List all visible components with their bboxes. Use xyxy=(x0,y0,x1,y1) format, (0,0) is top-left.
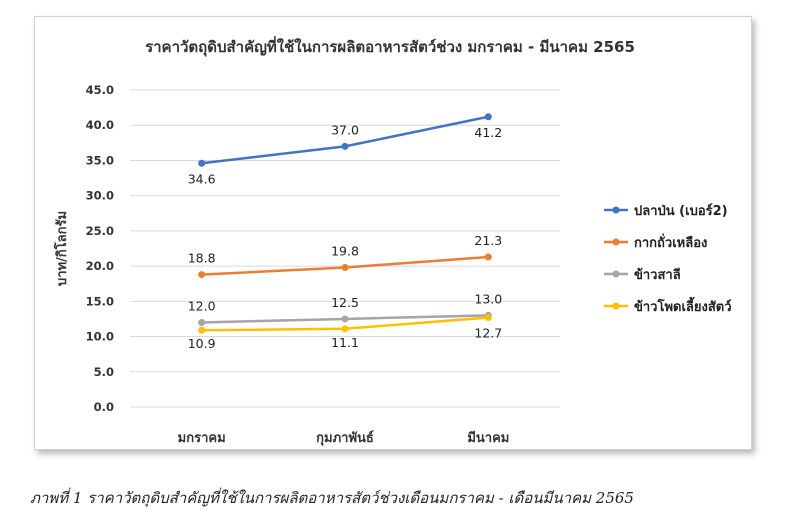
data-point xyxy=(484,113,492,121)
figure-caption: ภาพที่ 1 ราคาวัตถุดิบสำคัญที่ใช้ในการผลิ… xyxy=(30,489,634,507)
data-point xyxy=(341,142,349,150)
data-label: 11.1 xyxy=(331,335,359,350)
y-axis-label: บาท/กิโลกรัม xyxy=(53,211,70,286)
legend-label: ข้าวสาลี xyxy=(634,267,681,283)
y-tick-label: 5.0 xyxy=(94,365,114,379)
x-tick-label: มกราคม xyxy=(178,431,226,446)
y-tick-label: 45.0 xyxy=(86,83,114,97)
data-label: 37.0 xyxy=(331,122,359,137)
line-chart: ราคาวัตถุดิบสำคัญที่ใช้ในการผลิตอาหารสัต… xyxy=(53,36,732,446)
x-tick-label: กุมภาพันธ์ xyxy=(316,430,374,446)
y-tick-label: 20.0 xyxy=(86,259,114,273)
data-point xyxy=(198,318,206,326)
legend-marker xyxy=(612,270,620,278)
y-tick-label: 25.0 xyxy=(86,224,114,238)
data-label: 19.8 xyxy=(331,244,359,259)
y-tick-label: 35.0 xyxy=(86,153,114,167)
data-label: 12.5 xyxy=(331,295,359,310)
data-point xyxy=(341,264,349,272)
data-label: 10.9 xyxy=(188,336,216,351)
data-label: 13.0 xyxy=(474,291,502,306)
chart-card xyxy=(34,16,752,450)
y-tick-label: 15.0 xyxy=(86,294,114,308)
data-point xyxy=(198,159,206,167)
chart-title: ราคาวัตถุดิบสำคัญที่ใช้ในการผลิตอาหารสัต… xyxy=(145,36,635,57)
data-point xyxy=(484,314,492,322)
data-point xyxy=(198,271,206,279)
data-label: 12.0 xyxy=(188,298,216,313)
data-point xyxy=(198,326,206,334)
data-label: 18.8 xyxy=(188,251,216,266)
data-label: 21.3 xyxy=(474,233,502,248)
data-point xyxy=(341,325,349,333)
data-point xyxy=(484,253,492,261)
data-label: 34.6 xyxy=(188,171,216,186)
x-tick-label: มีนาคม xyxy=(467,430,509,446)
y-tick-label: 0.0 xyxy=(94,400,114,414)
data-label: 41.2 xyxy=(474,125,502,140)
legend-label: ปลาป่น (เบอร์2) xyxy=(634,203,728,219)
legend-marker xyxy=(612,238,620,246)
y-tick-label: 40.0 xyxy=(86,118,114,132)
data-point xyxy=(341,315,349,323)
y-tick-label: 30.0 xyxy=(86,189,114,203)
legend-label: ข้าวโพดเลี้ยงสัตว์ xyxy=(634,296,732,315)
legend-marker xyxy=(612,206,620,214)
legend-marker xyxy=(612,302,620,310)
data-label: 12.7 xyxy=(474,326,502,341)
y-tick-label: 10.0 xyxy=(86,330,114,344)
legend-label: กากถั่วเหลือง xyxy=(634,233,707,251)
